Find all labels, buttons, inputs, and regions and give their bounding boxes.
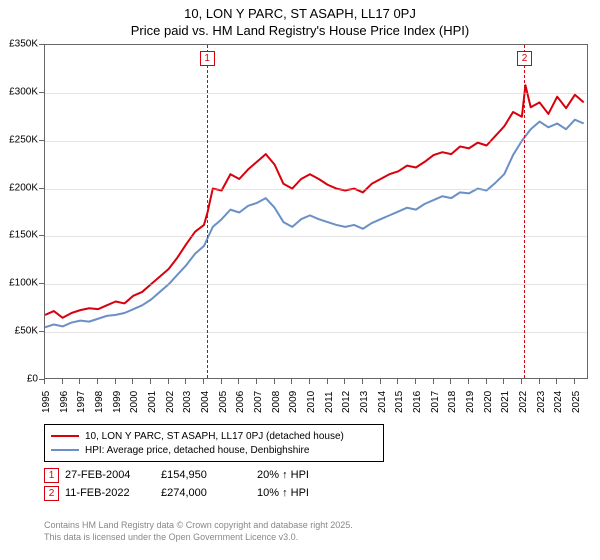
chart-svg [45, 45, 589, 380]
y-tick-label: £150K [0, 230, 38, 241]
x-tick-label: 2016 [412, 391, 423, 413]
x-tick-label: 2019 [465, 391, 476, 413]
x-tick-label: 2015 [394, 391, 405, 413]
sale-price: £274,000 [161, 487, 251, 499]
legend: 10, LON Y PARC, ST ASAPH, LL17 0PJ (deta… [44, 424, 384, 462]
x-tick-label: 1997 [76, 391, 87, 413]
y-tick-label: £350K [0, 39, 38, 50]
sale-marker: 1 [44, 468, 59, 483]
x-tick-label: 2006 [235, 391, 246, 413]
legend-swatch [51, 435, 79, 437]
x-tick-label: 2009 [288, 391, 299, 413]
ref-marker: 1 [200, 51, 215, 66]
x-tick-label: 2013 [359, 391, 370, 413]
y-tick-label: £250K [0, 134, 38, 145]
x-tick-label: 2004 [200, 391, 211, 413]
sale-row: 1 27-FEB-2004 £154,950 20% ↑ HPI [44, 466, 347, 484]
sale-marker: 2 [44, 486, 59, 501]
x-tick-label: 2011 [324, 391, 335, 413]
credits-line-1: Contains HM Land Registry data © Crown c… [44, 520, 353, 532]
x-tick-label: 2023 [536, 391, 547, 413]
x-tick-label: 2020 [483, 391, 494, 413]
title-line-2: Price paid vs. HM Land Registry's House … [0, 23, 600, 38]
credits-line-2: This data is licensed under the Open Gov… [44, 532, 353, 544]
x-tick-label: 2010 [306, 391, 317, 413]
x-tick-label: 2000 [129, 391, 140, 413]
plot-area: 12 [44, 44, 588, 379]
legend-item: HPI: Average price, detached house, Denb… [51, 443, 377, 457]
x-tick-label: 2017 [430, 391, 441, 413]
legend-swatch [51, 449, 79, 451]
x-tick-label: 2018 [447, 391, 458, 413]
x-tick-label: 2002 [165, 391, 176, 413]
y-tick-label: £0 [0, 374, 38, 385]
chart-container: 10, LON Y PARC, ST ASAPH, LL17 0PJ Price… [0, 0, 600, 560]
title-line-1: 10, LON Y PARC, ST ASAPH, LL17 0PJ [0, 6, 600, 21]
sale-row: 2 11-FEB-2022 £274,000 10% ↑ HPI [44, 484, 347, 502]
x-tick-label: 2005 [218, 391, 229, 413]
x-tick-label: 2014 [377, 391, 388, 413]
x-tick-label: 1995 [41, 391, 52, 413]
x-tick-label: 2003 [182, 391, 193, 413]
y-tick-label: £300K [0, 86, 38, 97]
x-tick-label: 1996 [59, 391, 70, 413]
x-tick-label: 2012 [341, 391, 352, 413]
series-hpi [45, 120, 584, 328]
sale-pct: 20% ↑ HPI [257, 469, 347, 481]
ref-marker: 2 [517, 51, 532, 66]
legend-item: 10, LON Y PARC, ST ASAPH, LL17 0PJ (deta… [51, 429, 377, 443]
legend-label: 10, LON Y PARC, ST ASAPH, LL17 0PJ (deta… [85, 431, 344, 442]
x-tick-label: 2021 [500, 391, 511, 413]
x-tick-label: 2008 [271, 391, 282, 413]
sale-price: £154,950 [161, 469, 251, 481]
sale-date: 27-FEB-2004 [65, 469, 155, 481]
x-tick-label: 1998 [94, 391, 105, 413]
x-tick-label: 2022 [518, 391, 529, 413]
x-tick-label: 2007 [253, 391, 264, 413]
chart-titles: 10, LON Y PARC, ST ASAPH, LL17 0PJ Price… [0, 0, 600, 38]
sales-table: 1 27-FEB-2004 £154,950 20% ↑ HPI 2 11-FEB-202… [44, 466, 347, 502]
credits: Contains HM Land Registry data © Crown c… [44, 520, 353, 543]
x-tick-label: 2001 [147, 391, 158, 413]
y-tick-label: £50K [0, 326, 38, 337]
legend-label: HPI: Average price, detached house, Denb… [85, 445, 309, 456]
sale-pct: 10% ↑ HPI [257, 487, 347, 499]
y-tick-label: £200K [0, 182, 38, 193]
x-tick-label: 2025 [571, 391, 582, 413]
x-tick-label: 1999 [112, 391, 123, 413]
series-price_paid [45, 85, 584, 318]
sale-date: 11-FEB-2022 [65, 487, 155, 499]
y-tick-label: £100K [0, 278, 38, 289]
x-tick-label: 2024 [553, 391, 564, 413]
